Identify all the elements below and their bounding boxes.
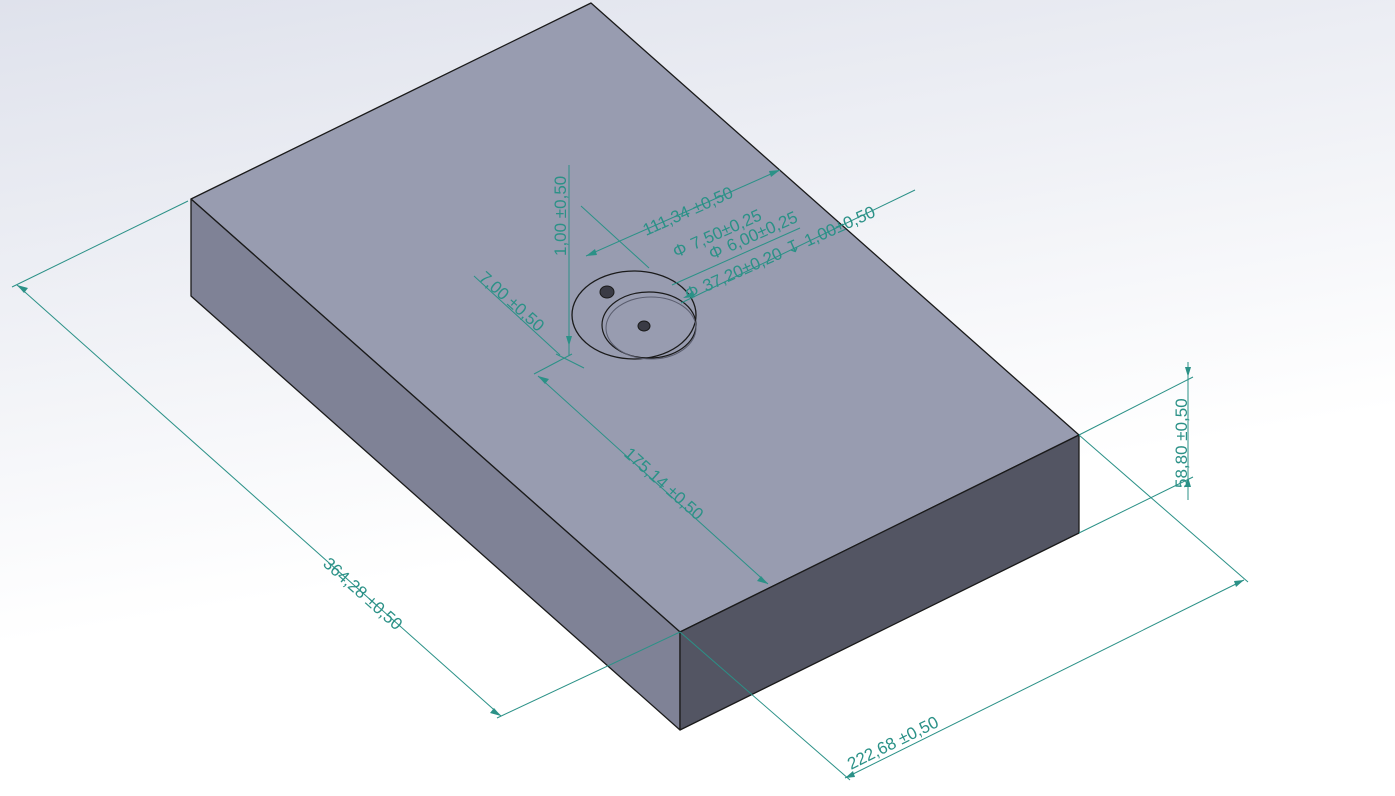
arrow: [490, 708, 501, 716]
hole-x-dimension-line: [537, 375, 769, 585]
pin-offset-tick: [555, 353, 585, 369]
arrow: [538, 376, 549, 384]
width-dimension-line: [844, 579, 1245, 779]
arrow: [586, 249, 597, 256]
diameter-leader: [680, 189, 916, 304]
diameter-7-50-leader: [671, 227, 801, 286]
hole-y-dimension-line: [585, 169, 781, 257]
counterbore-feature[interactable]: [571, 270, 697, 360]
height-extension-2: [1078, 476, 1194, 534]
hole-y-extension: [580, 205, 650, 269]
hole-x-extension: [533, 353, 573, 375]
arrow: [845, 771, 855, 778]
pin-hole-2[interactable]: [637, 320, 651, 332]
arrow: [17, 285, 28, 293]
width-extension-2: [1078, 434, 1249, 583]
height-dimension-label[interactable]: 58,80 ±0,50: [1172, 398, 1191, 488]
arrow: [757, 576, 768, 584]
block-part[interactable]: [190, 2, 1080, 731]
width-extension-1: [679, 631, 851, 781]
height-extension-1: [1078, 376, 1194, 436]
pin-offset-extension: [473, 275, 561, 356]
arrow: [1185, 367, 1191, 377]
length-extension-2: [496, 631, 681, 719]
pin-hole-1[interactable]: [599, 285, 615, 299]
dimension-arrows: [17, 170, 1244, 778]
step-depth-label[interactable]: 1,00 ±0,50: [551, 176, 570, 256]
arrow: [566, 336, 572, 346]
length-extension-1: [11, 200, 189, 288]
arrow: [769, 170, 780, 177]
dimension-lines: [11, 165, 1249, 781]
arrow: [1234, 580, 1244, 587]
arrow: [1185, 477, 1191, 487]
length-dimension-line: [16, 284, 502, 717]
arrow: [683, 291, 695, 298]
counterbore-inner-circle-shadow: [605, 296, 697, 360]
counterbore-outer-circle[interactable]: [571, 270, 697, 360]
